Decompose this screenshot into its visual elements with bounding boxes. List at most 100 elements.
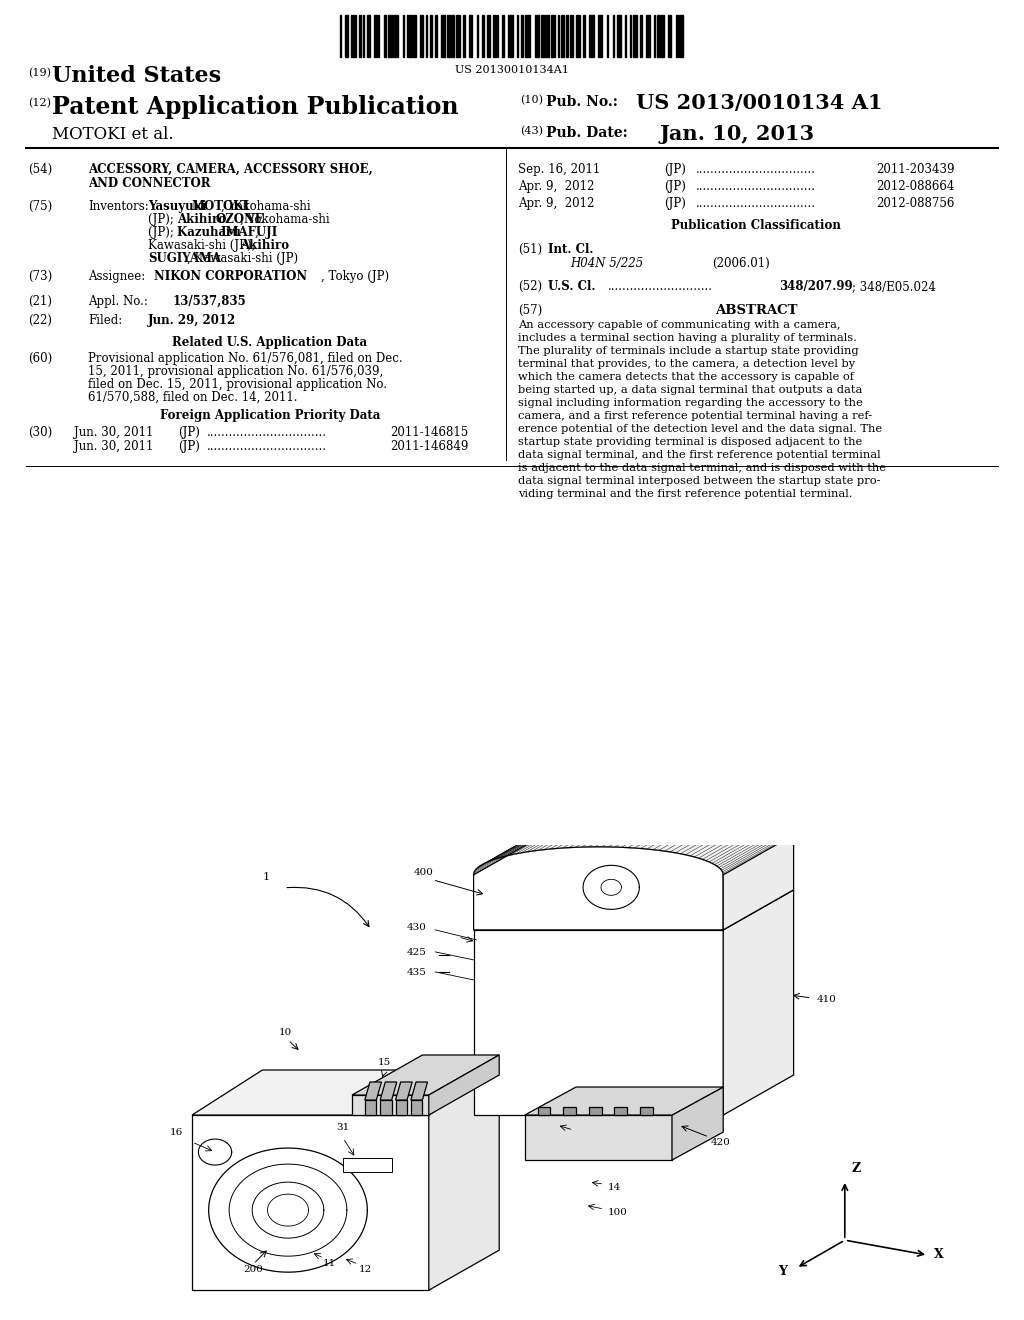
Text: US 2013/0010134 A1: US 2013/0010134 A1 [636,92,883,114]
Polygon shape [568,808,646,847]
Bar [463,15,465,57]
Polygon shape [429,1055,499,1115]
Bar [426,15,427,57]
Polygon shape [474,832,545,874]
Bar [634,15,637,57]
Text: United States: United States [52,65,221,87]
Bar [524,15,529,57]
Polygon shape [694,817,769,858]
Polygon shape [608,807,685,847]
Bar [441,15,445,57]
Polygon shape [685,814,761,855]
Bar [345,15,347,57]
Text: 12: 12 [358,1265,372,1274]
Polygon shape [712,824,785,865]
Bar [407,15,412,57]
Bar [394,15,398,57]
Text: (22): (22) [28,314,52,327]
Bar [351,15,356,57]
Polygon shape [628,808,705,847]
Text: viding terminal and the first reference potential terminal.: viding terminal and the first reference … [518,488,853,499]
Text: Kazuharu: Kazuharu [177,226,245,239]
Polygon shape [710,822,782,863]
Bar [630,15,631,57]
Bar [343,1158,391,1172]
Text: Related U.S. Application Data: Related U.S. Application Data [172,337,368,348]
Bar [566,15,567,57]
Bar [570,15,572,57]
Polygon shape [640,1107,653,1115]
Text: erence potential of the detection level and the data signal. The: erence potential of the detection level … [518,424,882,434]
Polygon shape [563,1107,575,1115]
Text: 2011-146849: 2011-146849 [390,440,468,453]
Text: 2012-088664: 2012-088664 [876,180,954,193]
Bar [469,15,471,57]
Text: (JP);: (JP); [148,213,177,226]
Text: data signal terminal interposed between the startup state pro-: data signal terminal interposed between … [518,477,881,486]
Polygon shape [723,832,794,874]
Bar [668,15,672,57]
Text: ............................: ............................ [608,280,713,293]
Bar [340,15,341,57]
Text: (54): (54) [28,162,52,176]
Text: 2012-088756: 2012-088756 [876,197,954,210]
Bar [625,15,626,57]
Polygon shape [473,833,544,875]
Text: ABSTRACT: ABSTRACT [715,304,798,317]
Bar [384,15,385,57]
Bar [598,15,602,57]
Text: ,: , [255,226,258,239]
Polygon shape [499,817,572,858]
Text: Assignee:: Assignee: [88,271,145,282]
Text: ACCESSORY, CAMERA, ACCESSORY SHOE,: ACCESSORY, CAMERA, ACCESSORY SHOE, [88,162,373,176]
Text: Int. Cl.: Int. Cl. [548,243,594,256]
Bar [435,15,437,57]
Text: (75): (75) [28,201,52,213]
Polygon shape [516,813,592,854]
Polygon shape [717,826,790,867]
Polygon shape [352,1055,499,1096]
Polygon shape [267,1195,308,1226]
Polygon shape [698,818,773,859]
Polygon shape [706,821,779,862]
Text: IMAFUJI: IMAFUJI [221,226,278,239]
Polygon shape [524,1086,723,1115]
Text: Apr. 9,  2012: Apr. 9, 2012 [518,197,594,210]
Bar [517,15,518,57]
Polygon shape [723,890,794,1115]
Text: Foreign Application Priority Data: Foreign Application Priority Data [160,409,380,422]
Polygon shape [365,1082,381,1100]
Text: US 20130010134A1: US 20130010134A1 [455,65,569,75]
Polygon shape [681,813,756,855]
Bar [607,15,608,57]
Polygon shape [191,1071,499,1115]
Polygon shape [380,1100,391,1115]
Polygon shape [702,820,776,861]
Text: ................................: ................................ [696,162,816,176]
Polygon shape [191,1115,429,1290]
Text: 200: 200 [243,1265,263,1274]
Text: 425: 425 [407,948,427,957]
Text: Kawasaki-shi (JP);: Kawasaki-shi (JP); [148,239,259,252]
Polygon shape [715,825,787,866]
Bar [420,15,424,57]
Bar [521,15,523,57]
Bar [497,15,498,57]
Text: 10: 10 [279,1028,292,1038]
Bar [657,15,660,57]
Text: Sep. 16, 2011: Sep. 16, 2011 [518,162,600,176]
Polygon shape [475,829,547,870]
Bar [452,15,454,57]
Text: (43): (43) [520,125,543,136]
Bar [589,15,594,57]
Text: Patent Application Publication: Patent Application Publication [52,95,459,119]
Text: Akihiro: Akihiro [241,239,289,252]
Bar [640,15,642,57]
Text: 348/207.99: 348/207.99 [779,280,853,293]
Polygon shape [589,807,666,847]
Bar [486,15,490,57]
Text: 61/570,588, filed on Dec. 14, 2011.: 61/570,588, filed on Dec. 14, 2011. [88,391,298,404]
Text: 16: 16 [170,1129,183,1137]
Polygon shape [365,1100,377,1115]
Polygon shape [582,807,658,847]
